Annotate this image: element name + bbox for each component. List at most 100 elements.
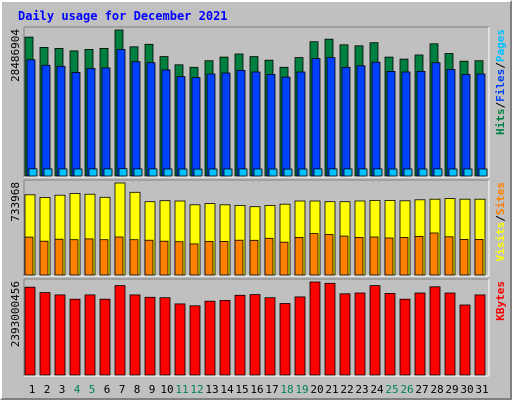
panel-1-pages-bar-5	[88, 168, 98, 177]
x-tick-label-20: 20	[310, 383, 323, 396]
panel-2-sites-bar-12	[189, 243, 199, 276]
panel-2-legend-separator: /	[494, 215, 507, 222]
panel-1-pages-bar-21	[328, 168, 338, 177]
panel-2-sites-bar-22	[339, 235, 349, 276]
x-tick-label-27: 27	[415, 383, 428, 396]
panel-2-sites-bar-16	[249, 239, 259, 276]
panel-1-files-bar-26	[401, 71, 411, 177]
panel-3-kbytes-bar-3	[54, 294, 66, 376]
panel-3-kbytes-bar-24	[369, 285, 381, 376]
panel-2-sites-bar-17	[264, 237, 274, 276]
panel-1-files-bar-31	[476, 73, 486, 177]
panel-1-files-bar-24	[371, 61, 381, 177]
panel-1-files-bar-23	[356, 65, 366, 177]
panel-1-pages-bar-22	[343, 168, 353, 177]
panel-3-kbytes-bar-13	[204, 300, 216, 376]
panel-1-legend-files: Files	[494, 69, 507, 102]
x-tick-label-13: 13	[205, 383, 218, 396]
panel-1-pages-bar-6	[103, 168, 113, 177]
panel-1-files-bar-27	[416, 71, 426, 177]
x-tick-label-6: 6	[104, 383, 111, 396]
panel-2-sites-bar-10	[159, 240, 169, 276]
panel-1-files-bar-29	[446, 69, 456, 177]
panel-1-files-bar-11	[176, 76, 186, 177]
panel-2-sites-bar-5	[84, 238, 94, 276]
panel-2-sites-bar-14	[219, 240, 229, 276]
panel-1-pages-bar-29	[448, 168, 458, 177]
panel-2-legend-visits: Visits	[494, 222, 507, 262]
panel-3-kbytes-bar-25	[384, 292, 396, 376]
panel-3-kbytes-bar-2	[39, 292, 51, 376]
panel-1-files-bar-5	[86, 68, 96, 177]
panel-2-sites-bar-24	[369, 236, 379, 276]
panel-3-kbytes-bar-5	[84, 294, 96, 376]
panel-2-sites-bar-1	[24, 236, 34, 276]
panel-3-kbytes-bar-20	[309, 281, 321, 376]
x-tick-label-18: 18	[280, 383, 293, 396]
panel-3-kbytes-bar-7	[114, 285, 126, 376]
x-tick-label-9: 9	[149, 383, 156, 396]
panel-3-max-label: 2393000456	[9, 281, 22, 347]
panel-1-max-label: 28486904	[9, 29, 22, 82]
panel-1-pages-bar-31	[478, 168, 488, 177]
panel-1-files-bar-19	[296, 71, 306, 177]
panel-1-files-bar-13	[206, 73, 216, 177]
panel-2-sites-bar-21	[324, 234, 334, 276]
panel-1-files-bar-12	[191, 77, 201, 177]
panel-3-kbytes-bar-28	[429, 286, 441, 376]
panel-1-pages-bar-17	[268, 168, 278, 177]
x-tick-label-29: 29	[445, 383, 458, 396]
panel-1-pages-bar-12	[193, 168, 203, 177]
panel-1-files-bar-14	[221, 72, 231, 177]
panel-1-files-bar-18	[281, 76, 291, 177]
panel-3-kbytes-bar-27	[414, 292, 426, 376]
panel-2-sites-bar-15	[234, 239, 244, 276]
panel-1-legend: Hits/Files/Pages	[494, 29, 507, 135]
panel-1-files-bar-10	[161, 69, 171, 177]
panel-1-files-bar-22	[341, 66, 351, 177]
panel-2-legend: Visits/Sites	[494, 182, 507, 262]
x-tick-label-1: 1	[29, 383, 36, 396]
x-tick-label-7: 7	[119, 383, 126, 396]
panel-1-files-bar-7	[116, 49, 126, 177]
panel-1-pages-bar-11	[178, 168, 188, 177]
panel-2-sites-bar-3	[54, 238, 64, 276]
panel-1-pages-bar-9	[148, 168, 158, 177]
panel-1-legend-hits: Hits	[494, 109, 507, 136]
panel-1-pages-bar-23	[358, 168, 368, 177]
x-tick-label-31: 31	[475, 383, 488, 396]
panel-1-files-bar-16	[251, 71, 261, 177]
panel-2-sites-bar-30	[459, 238, 469, 276]
panel-1-pages-bar-1	[28, 168, 38, 177]
panel-2-legend-sites: Sites	[494, 182, 507, 215]
x-tick-label-4: 4	[74, 383, 81, 396]
panel-2-sites-bar-25	[384, 237, 394, 276]
x-tick-label-19: 19	[295, 383, 308, 396]
panel-2-sites-bar-11	[174, 241, 184, 276]
x-tick-label-11: 11	[175, 383, 188, 396]
x-tick-label-24: 24	[370, 383, 384, 396]
x-tick-label-16: 16	[250, 383, 263, 396]
panel-1-files-bar-2	[41, 64, 51, 177]
panel-1-pages-bar-26	[403, 168, 413, 177]
panel-2-sites-bar-7	[114, 236, 124, 276]
panel-2-sites-bar-6	[99, 239, 109, 276]
panel-3-kbytes-bar-14	[219, 299, 231, 376]
x-tick-label-5: 5	[89, 383, 96, 396]
panel-2-sites-bar-28	[429, 232, 439, 276]
panel-2-sites-bar-23	[354, 236, 364, 276]
panel-2-sites-bar-31	[474, 238, 484, 276]
panel-1-pages-bar-15	[238, 168, 248, 177]
panel-3-kbytes-bar-23	[354, 292, 366, 376]
panel-3-kbytes-bar-17	[264, 297, 276, 376]
panel-3-kbytes-bar-18	[279, 303, 291, 376]
panel-1-pages-bar-30	[463, 168, 473, 177]
panel-3-kbytes-bar-19	[294, 296, 306, 376]
x-tick-label-15: 15	[235, 383, 248, 396]
panel-3-kbytes-bar-10	[159, 297, 171, 376]
panel-1-files-bar-30	[461, 74, 471, 177]
panel-1-files-bar-9	[146, 62, 156, 177]
panel-1-files-bar-15	[236, 70, 246, 177]
panel-1-files-bar-8	[131, 61, 141, 177]
